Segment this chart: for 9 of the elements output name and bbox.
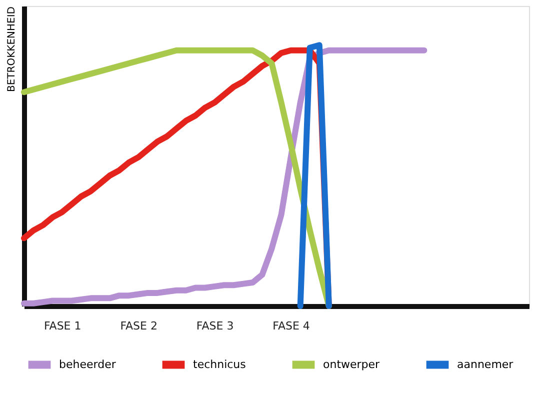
y-axis-title: BETROKKENHEID — [6, 6, 18, 92]
x-tick-label: FASE 2 — [120, 320, 158, 332]
legend-label: beheerder — [59, 358, 116, 371]
x-tick-label: FASE 4 — [272, 320, 310, 332]
legend-label: technicus — [193, 358, 246, 371]
legend-label: aannemer — [457, 358, 514, 371]
legend-label: ontwerper — [323, 358, 380, 371]
x-tick-label: FASE 1 — [44, 320, 82, 332]
x-tick-label: FASE 3 — [196, 320, 234, 332]
